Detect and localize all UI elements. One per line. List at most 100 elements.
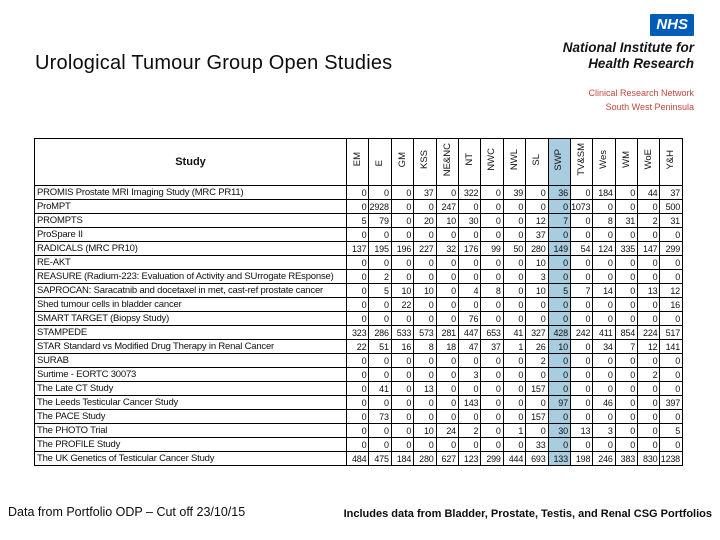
cell-value: 444 <box>502 451 527 466</box>
table-row: The PACE Study 0 73 0 0 0 0 0 0 157 0 0 0 0 0 0 <box>34 409 683 424</box>
column-header-sl: SL <box>525 138 549 186</box>
cell-value: 0 <box>569 255 594 270</box>
column-header-label: Y&H <box>665 149 677 170</box>
cell-value: 0 <box>659 255 683 270</box>
cell-value: 10 <box>390 283 415 298</box>
cell-value: 0 <box>547 311 571 326</box>
cell-value: 0 <box>390 199 415 214</box>
cell-value: 0 <box>547 367 571 382</box>
cell-value: 0 <box>614 423 639 438</box>
cell-value: 0 <box>345 437 370 452</box>
cell-value: 0 <box>614 437 639 452</box>
cell-value: 14 <box>592 283 616 298</box>
cell-value: 198 <box>569 451 594 466</box>
cell-value: 143 <box>457 395 482 410</box>
cell-value: 147 <box>637 241 661 256</box>
cell-value: 0 <box>345 395 370 410</box>
cell-value: 0 <box>480 297 504 312</box>
cell-value: 0 <box>525 185 549 200</box>
column-header-label: SL <box>531 154 543 166</box>
table-header: Study EM E GM KSS NE&NC NT NWC NWL SL SWP TV&SM Wes… <box>34 138 683 186</box>
column-header-label: Wes <box>598 150 610 169</box>
cell-value: 0 <box>457 297 482 312</box>
cell-value: 7 <box>614 339 639 354</box>
cell-value: 0 <box>525 199 549 214</box>
cell-value: 2 <box>637 367 661 382</box>
cell-value: 0 <box>569 213 594 228</box>
study-name-cell: The PROFILE Study <box>34 437 347 452</box>
cell-value: 2928 <box>368 199 392 214</box>
cell-value: 0 <box>435 227 459 242</box>
cell-value: 0 <box>592 227 616 242</box>
cell-value: 0 <box>502 367 527 382</box>
cell-value: 0 <box>413 297 437 312</box>
column-header-nwl: NWL <box>502 138 527 186</box>
table-row: The Late CT Study 0 41 0 13 0 0 0 0 157 0 0 0 0 0 0 <box>34 381 683 396</box>
cell-value: 1 <box>502 423 527 438</box>
cell-value: 0 <box>435 311 459 326</box>
cell-value: 13 <box>569 423 594 438</box>
cell-value: 184 <box>592 185 616 200</box>
table-row: REASURE (Radium-223: Evaluation of Activ… <box>34 269 683 284</box>
cell-value: 327 <box>525 325 549 340</box>
cell-value: 0 <box>592 437 616 452</box>
cell-value: 0 <box>659 311 683 326</box>
cell-value: 0 <box>390 227 415 242</box>
cell-value: 0 <box>614 255 639 270</box>
cell-value: 0 <box>345 423 370 438</box>
cell-value: 0 <box>480 395 504 410</box>
cell-value: 0 <box>592 199 616 214</box>
cell-value: 0 <box>637 297 661 312</box>
cell-value: 1238 <box>659 451 683 466</box>
column-header-kss: KSS <box>413 138 437 186</box>
cell-value: 0 <box>547 199 571 214</box>
study-name-cell: Surtime - EORTC 30073 <box>34 367 347 382</box>
cell-value: 0 <box>659 409 683 424</box>
cell-value: 123 <box>457 451 482 466</box>
cell-value: 0 <box>525 367 549 382</box>
cell-value: 0 <box>390 311 415 326</box>
cell-value: 246 <box>592 451 616 466</box>
cell-value: 0 <box>480 311 504 326</box>
cell-value: 0 <box>614 269 639 284</box>
cell-value: 0 <box>547 381 571 396</box>
cell-value: 397 <box>659 395 683 410</box>
cell-value: 22 <box>390 297 415 312</box>
cell-value: 0 <box>457 381 482 396</box>
cell-value: 0 <box>480 423 504 438</box>
column-header-label: EM <box>351 152 363 167</box>
column-header-nt: NT <box>457 138 482 186</box>
cell-value: 24 <box>435 423 459 438</box>
cell-value: 0 <box>637 255 661 270</box>
cell-value: 854 <box>614 325 639 340</box>
study-name-cell: ProSpare II <box>34 227 347 242</box>
page-title: Urological Tumour Group Open Studies <box>35 52 393 74</box>
cell-value: 0 <box>547 437 571 452</box>
cell-value: 0 <box>435 409 459 424</box>
cell-value: 322 <box>457 185 482 200</box>
study-name-cell: The PACE Study <box>34 409 347 424</box>
cell-value: 176 <box>457 241 482 256</box>
cell-value: 0 <box>547 255 571 270</box>
table-row: The PHOTO Trial 0 0 0 10 24 2 0 1 0 30 13 3 0 0 5 <box>34 423 683 438</box>
column-header-wm: WM <box>614 138 639 186</box>
cell-value: 39 <box>502 185 527 200</box>
cell-value: 0 <box>502 381 527 396</box>
cell-value: 46 <box>592 395 616 410</box>
cell-value: 0 <box>480 227 504 242</box>
cell-value: 0 <box>502 213 527 228</box>
column-header-label: KSS <box>419 149 431 169</box>
study-name-cell: RE-AKT <box>34 255 347 270</box>
cell-value: 484 <box>345 451 370 466</box>
column-header-study: Study <box>34 138 347 186</box>
cell-value: 73 <box>368 409 392 424</box>
cell-value: 41 <box>368 381 392 396</box>
header-row: Study EM E GM KSS NE&NC NT NWC NWL SL SWP TV&SM Wes… <box>34 138 683 186</box>
study-name-cell: PROMPTS <box>34 213 347 228</box>
study-name-cell: SMART TARGET (Biopsy Study) <box>34 311 347 326</box>
cell-value: 5 <box>345 213 370 228</box>
cell-value: 280 <box>525 241 549 256</box>
cell-value: 0 <box>345 255 370 270</box>
cell-value: 0 <box>413 409 437 424</box>
